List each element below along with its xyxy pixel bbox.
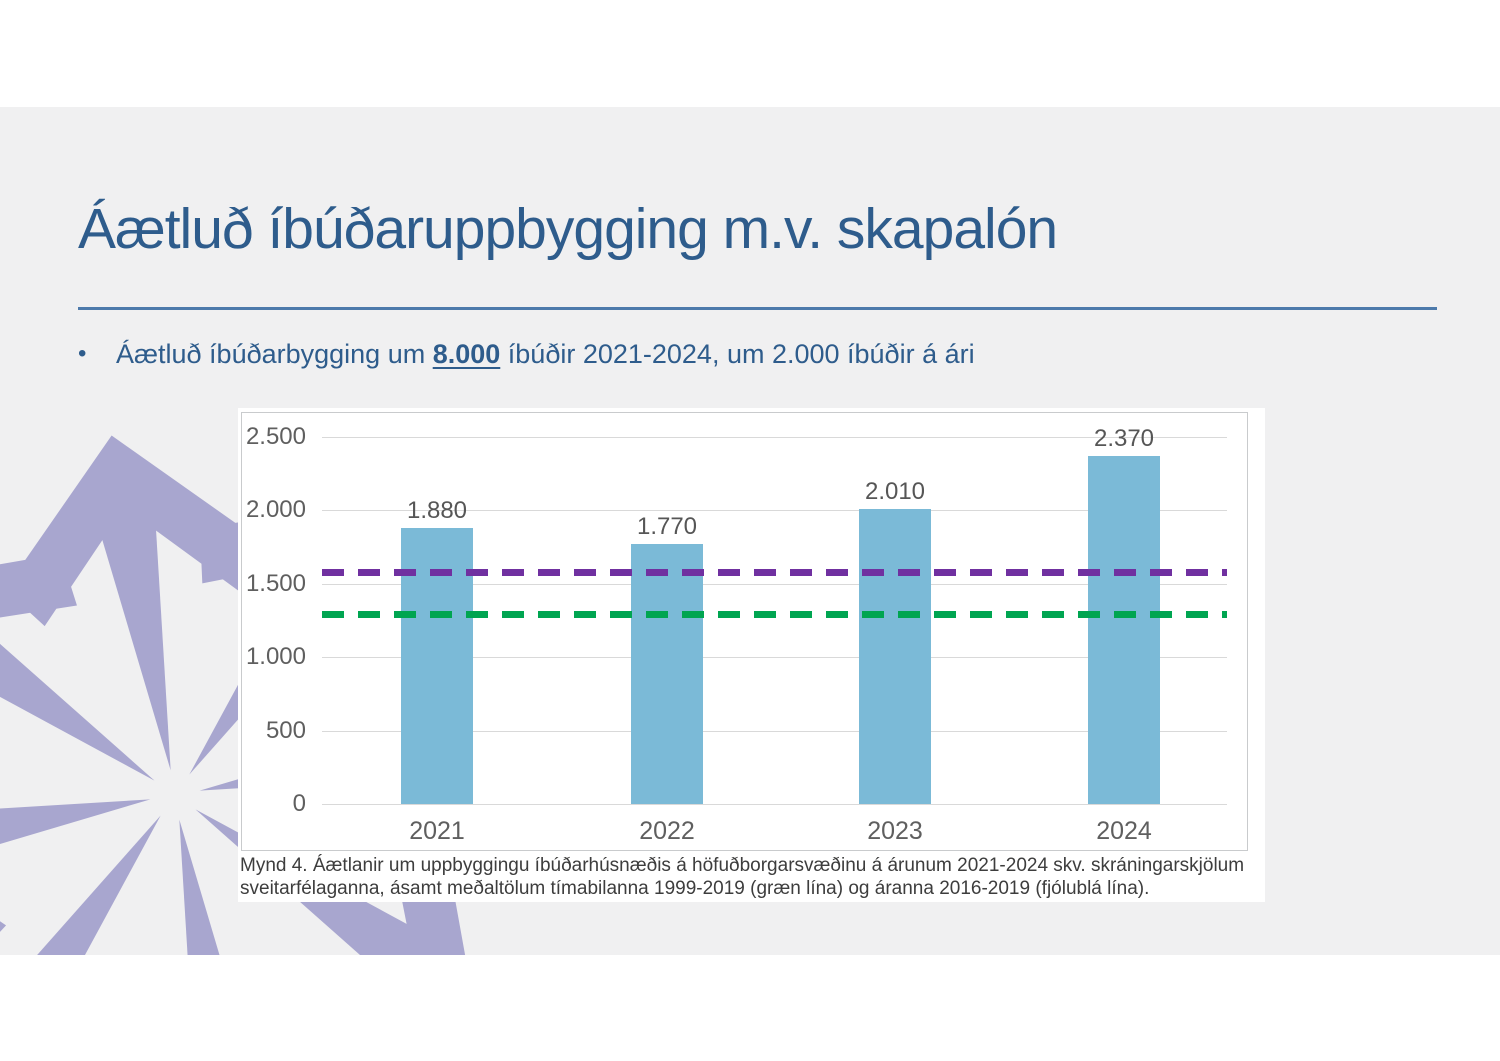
x-axis-tick-label: 2021 — [409, 817, 465, 845]
y-axis-tick-label: 2.000 — [245, 496, 306, 523]
title-underline-rule — [78, 307, 1437, 310]
reference-line-green — [322, 611, 1227, 618]
gridline-500 — [322, 731, 1227, 732]
bar-value-label: 2.010 — [864, 478, 926, 505]
bullet-item: • Áætluð íbúðarbygging um 8.000 íbúðir 20… — [78, 338, 1418, 370]
y-axis-tick-label: 500 — [265, 717, 306, 744]
bar-2023 — [859, 509, 931, 804]
x-axis-tick-label: 2024 — [1096, 817, 1152, 845]
figure-caption-line2: sveitarfélaganna, ásamt meðaltölum tímab… — [240, 878, 1150, 899]
bar-value-label: 2.370 — [1093, 425, 1155, 452]
gridline-1500 — [322, 584, 1227, 585]
y-axis-tick-label: 1.000 — [245, 643, 306, 670]
x-axis-tick-label: 2022 — [639, 817, 695, 845]
y-axis-tick-label: 1.500 — [245, 570, 306, 597]
gridline-2500 — [322, 437, 1227, 438]
plot-area: 2.500 2.000 1.500 1.000 500 0 1.880 2021 1.770 20… — [241, 412, 1248, 851]
bullet-text-post: íbúðir 2021-2024, um 2.000 íbúðir á ári — [500, 339, 975, 369]
bullet-text-emphasis: 8.000 — [432, 339, 501, 369]
gridline-2000 — [322, 510, 1227, 511]
bar-value-label: 1.880 — [406, 497, 468, 524]
gridline-0 — [322, 804, 1227, 805]
bar-value-label: 1.770 — [636, 513, 698, 540]
bullet-text-pre: Áætluð íbúðarbygging um — [116, 339, 433, 369]
bullet-text: Áætluð íbúðarbygging um 8.000 íbúðir 202… — [116, 338, 975, 370]
gridline-1000 — [322, 657, 1227, 658]
chart-figure: 2.500 2.000 1.500 1.000 500 0 1.880 2021 1.770 20… — [238, 408, 1265, 902]
figure-caption: Mynd 4. Áætlanir um uppbyggingu íbúðarhú… — [240, 854, 1258, 900]
bar-2024 — [1088, 456, 1160, 804]
bullet-marker: • — [78, 340, 87, 367]
bar-2022 — [631, 544, 703, 804]
x-axis-tick-label: 2023 — [867, 817, 923, 845]
y-axis-tick-label: 2.500 — [245, 423, 306, 450]
slide-canvas: Áætluð íbúðaruppbygging m.v. skapalón • Á… — [0, 107, 1500, 955]
slide-title: Áætluð íbúðaruppbygging m.v. skapalón — [78, 197, 1058, 261]
figure-caption-line1: Mynd 4. Áætlanir um uppbyggingu íbúðarhú… — [240, 855, 1245, 876]
reference-line-purple — [322, 569, 1227, 576]
y-axis-tick-label: 0 — [292, 790, 306, 817]
